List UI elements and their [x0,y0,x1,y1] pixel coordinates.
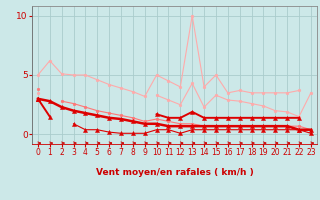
X-axis label: Vent moyen/en rafales ( km/h ): Vent moyen/en rafales ( km/h ) [96,168,253,177]
